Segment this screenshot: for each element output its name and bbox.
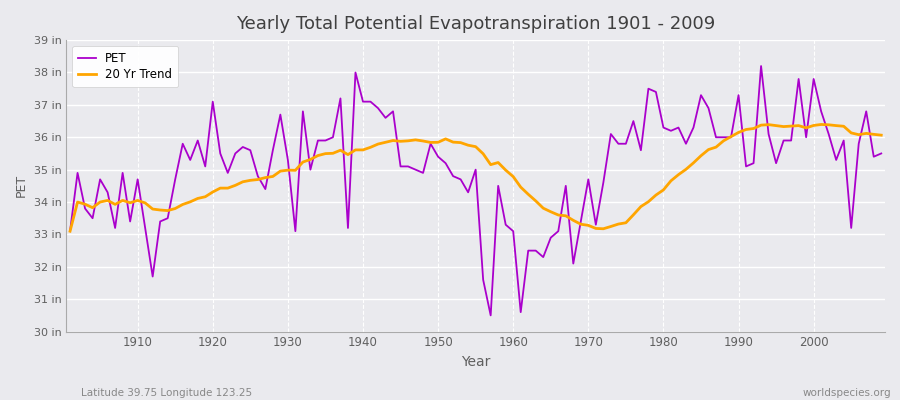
PET xyxy=(65,229,76,234)
PET xyxy=(756,64,767,68)
Line: PET: PET xyxy=(70,66,881,315)
Text: Latitude 39.75 Longitude 123.25: Latitude 39.75 Longitude 123.25 xyxy=(81,388,252,398)
PET xyxy=(125,219,136,224)
20 Yr Trend xyxy=(125,200,136,205)
PET xyxy=(335,96,346,101)
20 Yr Trend xyxy=(65,229,76,234)
X-axis label: Year: Year xyxy=(461,355,491,369)
PET xyxy=(508,229,518,234)
20 Yr Trend xyxy=(815,122,826,127)
PET xyxy=(290,229,301,234)
Line: 20 Yr Trend: 20 Yr Trend xyxy=(70,124,881,231)
20 Yr Trend xyxy=(335,148,346,153)
Legend: PET, 20 Yr Trend: PET, 20 Yr Trend xyxy=(72,46,178,87)
PET xyxy=(606,132,616,136)
PET xyxy=(876,151,886,156)
PET xyxy=(485,313,496,318)
Y-axis label: PET: PET xyxy=(15,174,28,198)
PET xyxy=(516,310,526,314)
Title: Yearly Total Potential Evapotranspiration 1901 - 2009: Yearly Total Potential Evapotranspiratio… xyxy=(236,15,716,33)
Text: worldspecies.org: worldspecies.org xyxy=(803,388,891,398)
20 Yr Trend xyxy=(290,168,301,173)
20 Yr Trend xyxy=(876,133,886,138)
20 Yr Trend xyxy=(500,168,511,172)
20 Yr Trend xyxy=(598,226,608,231)
20 Yr Trend xyxy=(508,174,518,179)
